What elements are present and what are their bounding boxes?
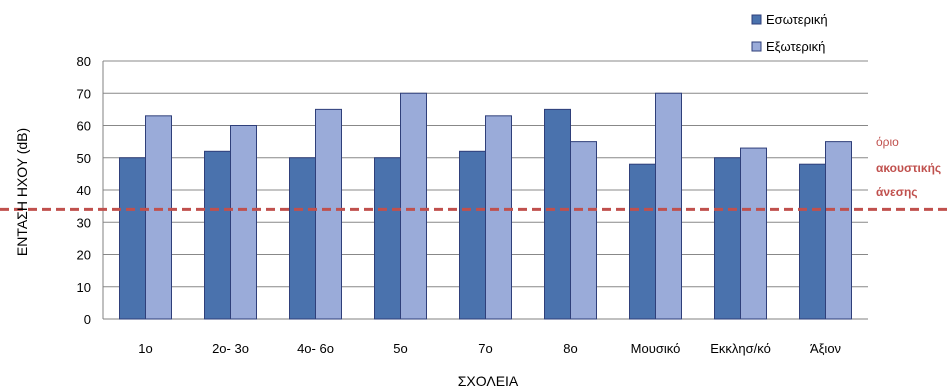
legend-swatch bbox=[751, 41, 762, 52]
bar-external-6 bbox=[570, 141, 597, 320]
x-tick-label: 4ο- 6ο bbox=[297, 341, 334, 356]
x-tick-label: 7ο bbox=[478, 341, 492, 356]
y-axis-ticks: 0 10 20 30 40 50 60 70 80 bbox=[77, 54, 91, 327]
y-tick-label: 70 bbox=[77, 86, 91, 101]
y-tick-label: 60 bbox=[77, 119, 91, 134]
x-tick-label: Εκκλησ/κό bbox=[710, 341, 771, 356]
bar-external-8 bbox=[740, 147, 767, 320]
y-tick-label: 80 bbox=[77, 54, 91, 69]
legend-label: Εσωτερική bbox=[766, 12, 828, 27]
threshold-label-line: άνεσης bbox=[876, 185, 918, 199]
x-tick-label: Μουσικό bbox=[631, 341, 681, 356]
threshold-line-group: όριο ακουστικής άνεσης bbox=[0, 135, 952, 211]
x-tick-label: 2ο- 3ο bbox=[212, 341, 249, 356]
legend-label: Εξωτερική bbox=[766, 39, 825, 54]
bar-external-5 bbox=[485, 115, 512, 320]
bar-internal-4 bbox=[374, 157, 401, 320]
bar-external-1 bbox=[145, 115, 172, 320]
bar-external-3 bbox=[315, 108, 342, 320]
legend-swatch bbox=[751, 14, 762, 25]
bar-internal-7 bbox=[629, 163, 656, 320]
bar-internal-8 bbox=[714, 157, 741, 320]
bars bbox=[119, 92, 852, 320]
legend: Εσωτερική Εξωτερική bbox=[751, 12, 828, 54]
x-axis-ticks: 1ο 2ο- 3ο 4ο- 6ο 5ο 7ο 8ο Μουσικό Εκκλησ/κό Άξιο… bbox=[138, 341, 841, 356]
bar-external-2 bbox=[230, 125, 257, 320]
x-axis-title: ΣΧΟΛΕΙΑ bbox=[458, 373, 519, 389]
bar-internal-2 bbox=[204, 150, 231, 320]
y-tick-label: 20 bbox=[77, 248, 91, 263]
threshold-label-line: ακουστικής bbox=[876, 161, 941, 175]
y-tick-label: 0 bbox=[84, 312, 91, 327]
bar-internal-3 bbox=[289, 157, 316, 320]
y-axis-title: ΕΝΤΑΣΗ ΗΧΟΥ (dB) bbox=[14, 128, 30, 256]
threshold-label-line: όριο bbox=[876, 135, 899, 149]
x-tick-label: 5ο bbox=[393, 341, 407, 356]
bar-external-4 bbox=[400, 92, 427, 320]
y-tick-label: 10 bbox=[77, 280, 91, 295]
y-tick-label: 50 bbox=[77, 151, 91, 166]
x-tick-label: 1ο bbox=[138, 341, 152, 356]
x-tick-label: Άξιον bbox=[810, 341, 841, 356]
y-tick-label: 30 bbox=[77, 215, 91, 230]
bar-internal-6 bbox=[544, 108, 571, 320]
bar-internal-9 bbox=[799, 163, 826, 320]
bar-external-9 bbox=[825, 141, 852, 320]
bar-internal-5 bbox=[459, 150, 486, 320]
bar-external-7 bbox=[655, 92, 682, 320]
y-tick-label: 40 bbox=[77, 183, 91, 198]
bar-internal-1 bbox=[119, 157, 146, 320]
x-tick-label: 8ο bbox=[563, 341, 577, 356]
